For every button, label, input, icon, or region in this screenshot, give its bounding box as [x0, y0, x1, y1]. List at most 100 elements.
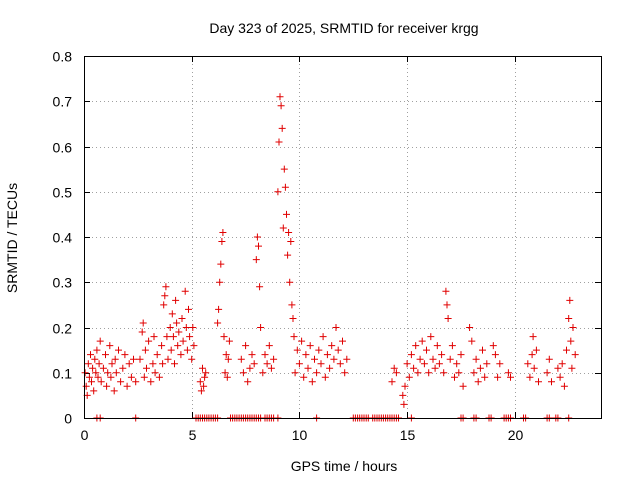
x-tick-label: 5 [189, 427, 197, 443]
data-point [139, 319, 147, 327]
y-axis-label: SRMTID / TECUs [4, 183, 20, 293]
data-point [160, 301, 168, 309]
data-point [532, 346, 540, 354]
data-point [302, 351, 310, 359]
data-point [174, 342, 182, 350]
data-point [286, 278, 294, 286]
data-point [200, 382, 208, 390]
data-point [244, 378, 252, 386]
data-point [425, 369, 433, 377]
data-point [435, 360, 443, 368]
data-points [81, 93, 579, 422]
data-point [319, 333, 327, 341]
data-point [92, 369, 100, 377]
data-point [162, 283, 170, 291]
data-point [127, 373, 135, 381]
data-point [250, 360, 258, 368]
data-point [281, 183, 289, 191]
data-point [526, 373, 534, 381]
data-point [183, 346, 191, 354]
data-point [104, 369, 112, 377]
data-point [265, 342, 273, 350]
y-tick-label: 0.8 [53, 49, 73, 65]
data-point [166, 324, 174, 331]
data-point [99, 364, 107, 372]
data-point [304, 364, 312, 372]
data-point [483, 360, 491, 368]
data-point [334, 346, 342, 354]
data-point [295, 360, 303, 368]
data-point [405, 373, 413, 381]
data-point [543, 369, 551, 377]
data-point [341, 369, 349, 377]
data-point [399, 391, 407, 399]
data-point [491, 351, 499, 359]
data-point [196, 378, 204, 386]
data-point [151, 369, 159, 377]
data-point [287, 238, 295, 245]
data-point [199, 364, 206, 372]
data-point [442, 287, 450, 295]
data-point [106, 342, 114, 350]
data-point [420, 360, 428, 368]
data-point [328, 342, 336, 350]
data-point [418, 337, 426, 345]
data-point [289, 315, 297, 322]
data-point [453, 360, 461, 368]
data-point [548, 378, 555, 386]
data-point [494, 373, 502, 381]
data-point [554, 364, 562, 372]
data-point [277, 102, 285, 110]
data-point [253, 233, 261, 241]
data-point [123, 382, 131, 390]
data-point [177, 351, 185, 359]
data-point [556, 373, 564, 381]
y-tick-label: 0.6 [53, 140, 73, 156]
data-point [410, 364, 418, 372]
data-point [94, 373, 102, 381]
y-tick-label: 0.1 [53, 366, 73, 382]
data-point [300, 373, 308, 381]
plot-frame [84, 56, 602, 419]
y-tick-label: 0.7 [53, 94, 73, 110]
data-point [563, 346, 570, 354]
data-point [110, 387, 118, 395]
data-point [84, 360, 92, 368]
data-point [291, 369, 299, 377]
data-point [222, 351, 230, 359]
data-point [143, 364, 150, 372]
x-tick-label: 10 [292, 427, 308, 443]
data-point [263, 360, 271, 368]
data-point [132, 378, 140, 386]
data-point [130, 355, 137, 363]
data-point [107, 373, 115, 381]
data-point [93, 346, 101, 354]
data-point [82, 382, 90, 390]
data-point [412, 342, 420, 350]
data-point [530, 364, 538, 372]
data-point [414, 369, 422, 377]
data-point [280, 165, 288, 173]
x-axis-label: GPS time / hours [291, 458, 398, 474]
data-point [111, 355, 119, 363]
data-point [175, 328, 183, 336]
data-point [158, 342, 166, 350]
data-point [317, 360, 325, 368]
data-point [217, 260, 225, 268]
data-point [161, 292, 169, 300]
data-point [423, 346, 430, 354]
data-point [224, 355, 232, 363]
data-point [298, 337, 306, 345]
data-point [239, 369, 247, 377]
data-point [496, 360, 504, 368]
data-point [252, 256, 260, 264]
data-point [567, 337, 575, 345]
data-point [87, 351, 94, 359]
data-point [468, 337, 476, 345]
data-point [479, 346, 486, 354]
x-tick-label: 20 [508, 427, 524, 443]
data-point [115, 346, 122, 354]
data-point [401, 382, 409, 390]
data-point [446, 355, 454, 363]
